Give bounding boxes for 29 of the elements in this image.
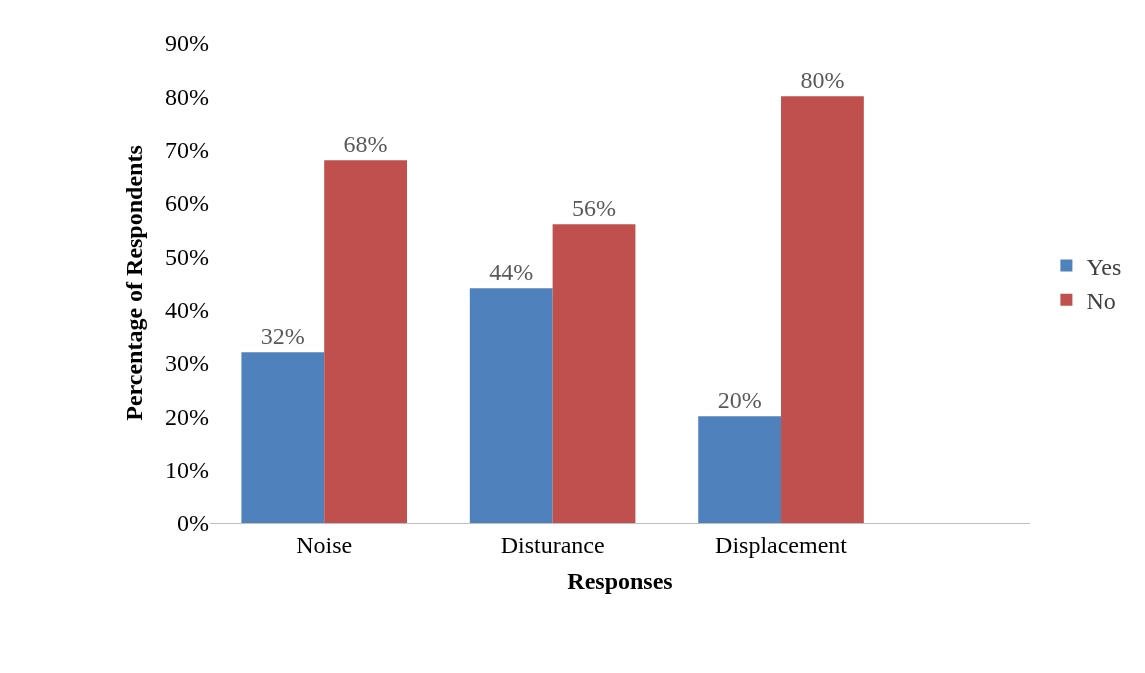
- y-tick-label: 20%: [165, 403, 209, 430]
- y-tick-label: 50%: [165, 243, 209, 270]
- y-tick-label: 60%: [165, 190, 209, 217]
- y-tick-label: 30%: [165, 350, 209, 377]
- bar: [469, 288, 553, 523]
- legend-label: No: [1086, 288, 1116, 315]
- x-axis-title: Responses: [567, 568, 673, 595]
- bar: [698, 416, 782, 523]
- x-tick-label: Displacement: [715, 531, 848, 558]
- text: 68%: [343, 131, 388, 158]
- bar: [241, 352, 325, 523]
- bar: [552, 224, 636, 523]
- text: 56%: [572, 195, 617, 222]
- x-tick-label: Disturance: [500, 531, 605, 558]
- y-tick-label: 40%: [165, 297, 209, 324]
- y-axis-title: Percentage of Respondents: [121, 145, 148, 421]
- text: 32%: [260, 323, 305, 350]
- text: 20%: [717, 387, 762, 414]
- y-tick-label: 10%: [165, 457, 209, 484]
- legend-label: Yes: [1086, 253, 1122, 280]
- bar: [781, 96, 864, 523]
- text: 44%: [489, 259, 534, 286]
- y-tick-label: 0%: [177, 510, 209, 537]
- y-tick-label: 80%: [165, 83, 209, 110]
- x-tick-label: Noise: [296, 531, 353, 558]
- y-tick-label: 70%: [165, 137, 209, 164]
- bar: [324, 160, 408, 523]
- text: 80%: [800, 67, 845, 94]
- y-tick-label: 90%: [165, 30, 209, 57]
